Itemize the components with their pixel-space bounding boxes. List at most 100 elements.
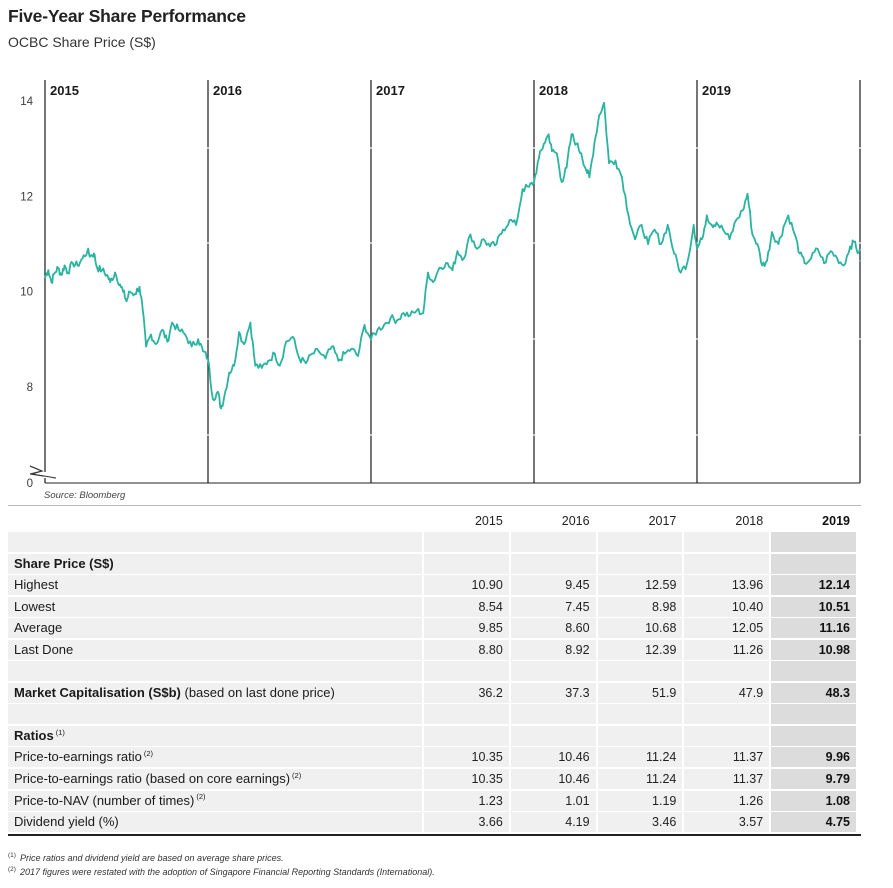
price-data-point	[842, 264, 845, 267]
price-data-point	[141, 309, 144, 312]
price-data-point	[798, 252, 801, 255]
row-label-text: Ratios	[14, 727, 54, 743]
price-data-point	[751, 233, 754, 236]
footnote-mark: (2)	[8, 866, 16, 873]
price-data-point	[515, 224, 517, 226]
footnote-reference: (2)	[143, 749, 154, 759]
price-data-point	[197, 338, 200, 341]
value-cell: 47.9	[684, 682, 770, 703]
value-cell	[510, 532, 596, 552]
price-data-point	[660, 243, 662, 245]
price-data-point	[438, 266, 441, 269]
price-data-point	[63, 264, 66, 267]
price-data-point	[317, 350, 320, 353]
price-data-point	[422, 312, 425, 314]
value-cell: 10.35	[424, 747, 509, 768]
price-data-point	[859, 259, 861, 262]
table-row: Price-to-earnings ratio (2) 10.35 10.46 11.2…	[8, 747, 861, 768]
row-label-text: Dividend yield (%)	[14, 814, 119, 830]
price-data-point	[547, 133, 550, 136]
price-data-point	[60, 274, 63, 276]
row-label: Price-to-earnings ratio (2)	[8, 747, 422, 768]
row-label-text: Price-to-earnings ratio (based on core e…	[14, 771, 291, 787]
value-cell: 10.90	[424, 575, 509, 596]
price-data-point	[849, 245, 852, 248]
price-data-point	[686, 262, 689, 264]
price-data-point	[627, 214, 630, 217]
row-label: Ratios (1)	[8, 725, 422, 746]
price-data-point	[432, 281, 434, 283]
price-data-point	[415, 309, 418, 312]
price-data-point	[114, 271, 116, 274]
year-label: 2017	[376, 83, 405, 98]
value-cell: 36.2	[424, 682, 509, 703]
value-cell: 11.37	[684, 747, 770, 768]
value-cell: 12.05	[684, 618, 770, 639]
row-label-suffix: (based on last done price)	[180, 684, 335, 700]
value-cell: 10.46	[510, 747, 596, 768]
price-data-point	[679, 271, 682, 274]
price-data-point	[249, 321, 252, 324]
price-data-point	[673, 252, 676, 255]
price-data-point	[304, 362, 307, 365]
price-data-point	[101, 269, 103, 272]
price-data-point	[89, 255, 92, 257]
price-data-point	[570, 133, 573, 136]
row-label-text: Highest	[14, 577, 59, 593]
value-cell	[684, 704, 770, 725]
section-divider	[8, 505, 861, 506]
value-cell-highlight	[771, 725, 856, 746]
footnote-reference: (2)	[292, 770, 302, 780]
price-data-point	[273, 352, 276, 355]
price-data-point	[171, 321, 174, 324]
value-cell-highlight	[771, 532, 856, 552]
price-data-point	[311, 352, 314, 355]
row-label: Share Price (S$)	[8, 553, 422, 574]
price-data-point	[285, 340, 288, 343]
table-row: Highest 10.90 9.45 12.59 13.96 12.14	[8, 575, 861, 596]
value-cell: 11.26	[684, 639, 770, 660]
price-data-point	[542, 143, 545, 145]
row-label-text: Average	[14, 620, 63, 636]
footnote-text: Price ratios and dividend yield are base…	[19, 853, 284, 863]
price-data-point	[533, 181, 535, 183]
value-cell	[424, 661, 509, 682]
value-cell-highlight: 11.16	[771, 618, 856, 639]
price-data-point	[166, 340, 169, 343]
price-data-point	[741, 209, 744, 212]
price-data-point	[376, 328, 379, 331]
price-data-point	[565, 166, 568, 169]
price-data-point	[128, 290, 131, 293]
value-cell: 8.80	[424, 639, 509, 660]
price-data-point	[705, 214, 708, 217]
price-data-point	[598, 114, 601, 117]
value-cell	[597, 553, 683, 574]
row-label-text: Price-to-NAV (number of times)	[14, 792, 195, 808]
chart-source: Source: Bloomberg	[44, 490, 126, 501]
price-data-point	[402, 312, 405, 314]
price-data-point	[238, 331, 240, 334]
value-cell: 3.57	[684, 812, 770, 833]
price-data-point	[666, 224, 669, 226]
y-tick-label: 8	[27, 382, 33, 394]
price-data-point	[47, 269, 50, 272]
price-data-point	[50, 281, 53, 283]
y-tick-label: 14	[20, 96, 33, 108]
price-data-point	[502, 228, 504, 231]
price-data-point	[575, 143, 578, 145]
price-data-point	[585, 169, 588, 172]
axis-break-mark	[29, 465, 57, 479]
column-header: 2018	[735, 514, 764, 528]
column-header: 2015	[474, 514, 503, 528]
price-data-point	[267, 359, 270, 362]
share-price-chart: 0 8 10 12 14 2015 2016 2017 2018 2019	[20, 80, 861, 490]
price-data-point	[145, 345, 148, 348]
value-cell: 3.66	[424, 812, 509, 833]
price-data-point	[57, 266, 59, 269]
price-data-point	[634, 238, 636, 241]
price-data-point	[220, 407, 222, 410]
value-cell: 10.46	[510, 769, 596, 790]
value-cell	[597, 532, 683, 552]
price-data-point	[593, 143, 596, 145]
price-data-point	[324, 357, 327, 360]
